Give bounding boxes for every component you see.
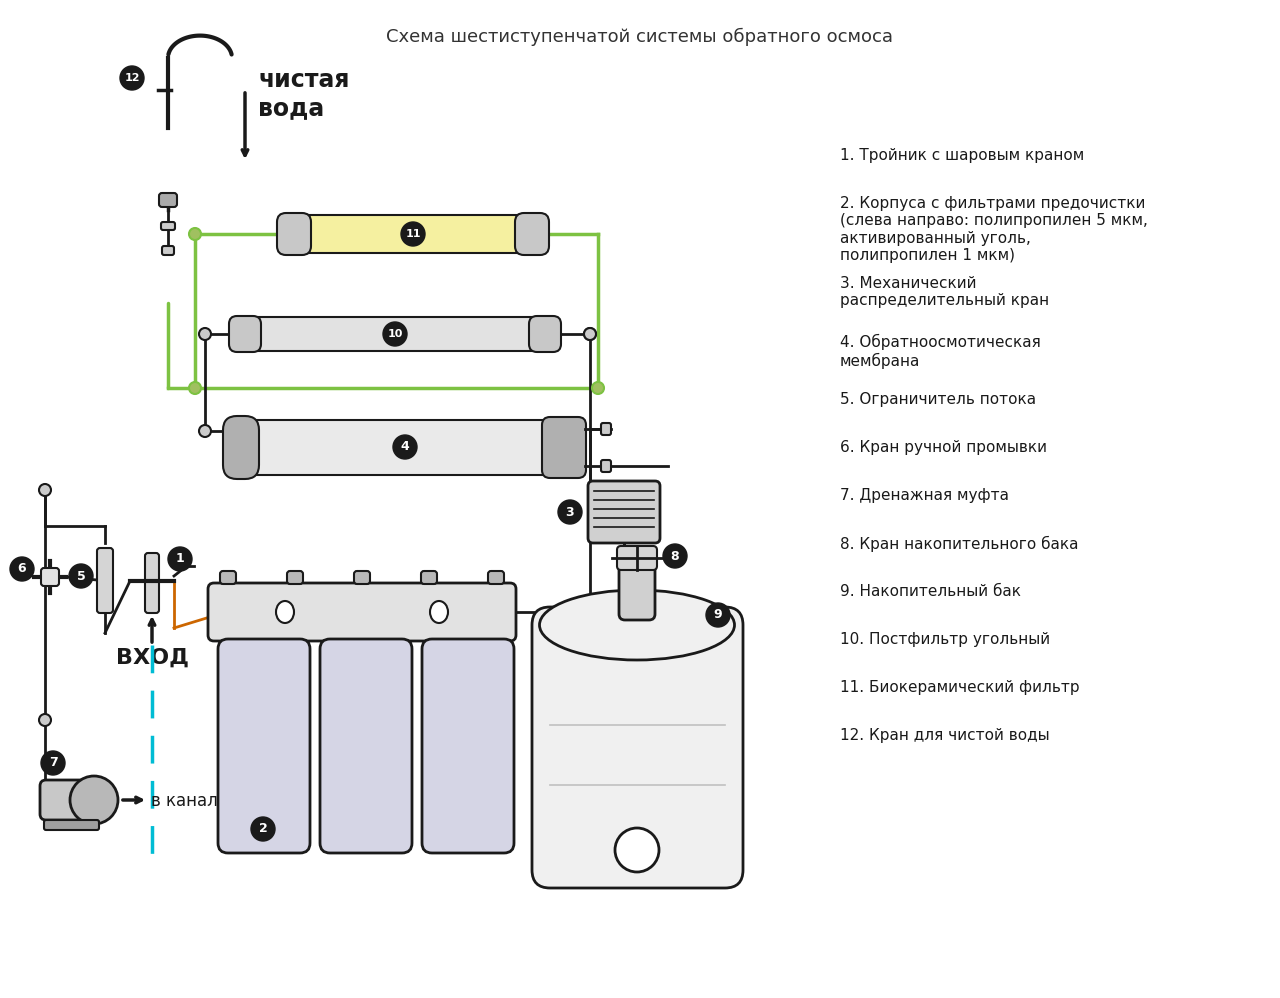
Circle shape xyxy=(584,328,596,340)
FancyBboxPatch shape xyxy=(532,607,742,888)
Text: 1: 1 xyxy=(175,553,184,566)
FancyBboxPatch shape xyxy=(276,213,311,255)
Circle shape xyxy=(38,484,51,496)
Text: 1. Тройник с шаровым краном: 1. Тройник с шаровым краном xyxy=(840,148,1084,163)
Text: 4. Обратноосмотическая
мембрана: 4. Обратноосмотическая мембрана xyxy=(840,334,1041,369)
Circle shape xyxy=(707,603,730,627)
Circle shape xyxy=(189,382,201,394)
FancyBboxPatch shape xyxy=(620,565,655,620)
Text: ВХОД: ВХОД xyxy=(116,648,189,668)
FancyBboxPatch shape xyxy=(229,316,261,352)
FancyBboxPatch shape xyxy=(355,571,370,584)
Circle shape xyxy=(198,328,211,340)
FancyBboxPatch shape xyxy=(250,317,541,351)
FancyBboxPatch shape xyxy=(41,568,59,586)
FancyBboxPatch shape xyxy=(602,460,611,472)
FancyBboxPatch shape xyxy=(602,423,611,435)
Circle shape xyxy=(584,328,596,340)
FancyBboxPatch shape xyxy=(163,246,174,255)
Text: 11. Биокерамический фильтр: 11. Биокерамический фильтр xyxy=(840,680,1079,695)
Circle shape xyxy=(401,222,425,246)
Circle shape xyxy=(614,828,659,872)
Text: 12: 12 xyxy=(124,73,140,83)
Text: 6: 6 xyxy=(18,563,27,576)
Text: 9. Накопительный бак: 9. Накопительный бак xyxy=(840,584,1021,599)
FancyBboxPatch shape xyxy=(422,639,515,853)
Circle shape xyxy=(393,435,417,459)
Text: 10. Постфильтр угольный: 10. Постфильтр угольный xyxy=(840,632,1050,647)
Ellipse shape xyxy=(539,590,735,660)
FancyBboxPatch shape xyxy=(588,481,660,543)
FancyBboxPatch shape xyxy=(218,639,310,853)
Circle shape xyxy=(251,817,275,841)
FancyBboxPatch shape xyxy=(617,546,657,570)
Circle shape xyxy=(383,322,407,346)
Text: в канализацию: в канализацию xyxy=(151,791,284,809)
Text: 6. Кран ручной промывки: 6. Кран ручной промывки xyxy=(840,440,1047,455)
FancyBboxPatch shape xyxy=(40,780,105,820)
Text: 8: 8 xyxy=(671,550,680,563)
FancyBboxPatch shape xyxy=(223,416,259,479)
FancyBboxPatch shape xyxy=(161,222,175,230)
Circle shape xyxy=(663,544,687,568)
Text: 10: 10 xyxy=(388,329,403,339)
FancyBboxPatch shape xyxy=(97,548,113,613)
Ellipse shape xyxy=(276,601,294,623)
Text: 11: 11 xyxy=(406,229,421,239)
FancyBboxPatch shape xyxy=(515,213,549,255)
Text: 2: 2 xyxy=(259,822,268,835)
Text: 9: 9 xyxy=(714,609,722,622)
FancyBboxPatch shape xyxy=(207,583,516,641)
Circle shape xyxy=(38,714,51,726)
FancyBboxPatch shape xyxy=(145,553,159,613)
Text: 2. Корпуса с фильтрами предочистки
(слева направо: полипропилен 5 мкм,
активиров: 2. Корпуса с фильтрами предочистки (слев… xyxy=(840,196,1148,263)
Text: 7. Дренажная муфта: 7. Дренажная муфта xyxy=(840,488,1009,503)
Ellipse shape xyxy=(430,601,448,623)
Text: 3: 3 xyxy=(566,506,575,519)
Text: 3. Механический
распределительный кран: 3. Механический распределительный кран xyxy=(840,276,1050,308)
Text: 8. Кран накопительного бака: 8. Кран накопительного бака xyxy=(840,536,1079,552)
Circle shape xyxy=(591,382,604,394)
Circle shape xyxy=(168,547,192,571)
Text: 12. Кран для чистой воды: 12. Кран для чистой воды xyxy=(840,728,1050,743)
Circle shape xyxy=(120,66,143,90)
Circle shape xyxy=(69,564,93,588)
Text: 5: 5 xyxy=(77,570,86,583)
Text: 4: 4 xyxy=(401,440,410,453)
FancyBboxPatch shape xyxy=(220,571,236,584)
FancyBboxPatch shape xyxy=(421,571,436,584)
Circle shape xyxy=(41,751,65,775)
FancyBboxPatch shape xyxy=(44,820,99,830)
Text: Схема шестиступенчатой системы обратного осмоса: Схема шестиступенчатой системы обратного… xyxy=(387,28,893,46)
FancyBboxPatch shape xyxy=(541,417,586,478)
Text: 7: 7 xyxy=(49,756,58,769)
FancyBboxPatch shape xyxy=(488,571,504,584)
Text: 5. Ограничитель потока: 5. Ограничитель потока xyxy=(840,392,1036,407)
FancyBboxPatch shape xyxy=(242,420,568,475)
FancyBboxPatch shape xyxy=(300,215,527,253)
FancyBboxPatch shape xyxy=(287,571,303,584)
Circle shape xyxy=(70,776,118,824)
FancyBboxPatch shape xyxy=(159,193,177,207)
Circle shape xyxy=(189,228,201,240)
FancyBboxPatch shape xyxy=(529,316,561,352)
Circle shape xyxy=(10,557,35,581)
FancyBboxPatch shape xyxy=(320,639,412,853)
Circle shape xyxy=(558,500,582,524)
Text: чистая
вода: чистая вода xyxy=(259,68,349,120)
Circle shape xyxy=(198,425,211,437)
